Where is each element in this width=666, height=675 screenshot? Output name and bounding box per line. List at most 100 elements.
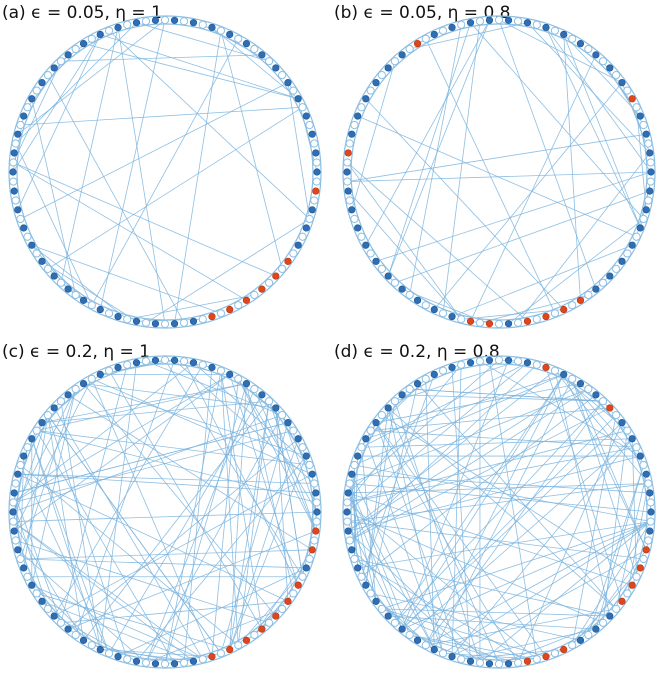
node: [20, 224, 28, 232]
node: [302, 224, 310, 232]
node: [405, 384, 414, 394]
edge: [381, 521, 651, 610]
node: [104, 309, 114, 318]
node: [312, 177, 321, 186]
node: [644, 536, 653, 545]
node: [354, 452, 362, 460]
edge: [31, 244, 222, 314]
node: [305, 554, 314, 564]
node: [642, 546, 650, 554]
edge: [387, 22, 471, 277]
edge: [36, 593, 230, 650]
node: [384, 404, 392, 412]
node: [584, 44, 593, 54]
node: [216, 366, 226, 375]
edge: [361, 374, 435, 577]
edge: [31, 438, 110, 654]
node: [9, 508, 17, 516]
node: [96, 645, 104, 654]
node: [618, 597, 626, 605]
node: [87, 301, 96, 310]
node: [298, 572, 307, 581]
edge: [394, 374, 565, 624]
node: [413, 636, 422, 644]
panel-label: (b) ϵ = 0.05, η = 0.8: [334, 3, 511, 23]
node: [344, 187, 352, 195]
edge: [31, 244, 128, 320]
node: [639, 120, 648, 130]
node: [11, 479, 20, 488]
node: [272, 272, 280, 280]
node: [308, 206, 316, 214]
node: [623, 426, 632, 435]
node: [348, 130, 356, 138]
node: [312, 517, 321, 526]
node: [612, 264, 621, 273]
edge: [365, 438, 444, 654]
node: [16, 554, 25, 564]
node: [141, 318, 151, 327]
node: [475, 658, 485, 667]
node: [242, 636, 251, 644]
node: [11, 196, 20, 205]
node: [636, 224, 644, 232]
node: [377, 604, 386, 613]
node: [457, 315, 466, 324]
node: [430, 370, 438, 379]
edge: [60, 364, 128, 623]
node: [550, 649, 560, 658]
node: [542, 652, 550, 661]
node: [606, 404, 614, 412]
node: [366, 426, 375, 435]
node: [294, 95, 302, 103]
node: [289, 589, 298, 598]
node: [350, 460, 359, 470]
node: [372, 79, 380, 87]
edge: [394, 190, 650, 284]
node: [448, 652, 456, 661]
node: [264, 397, 274, 406]
edge: [563, 374, 644, 466]
node: [28, 95, 36, 103]
node: [312, 489, 320, 497]
edge: [99, 362, 137, 650]
node: [50, 64, 58, 72]
edge: [20, 456, 25, 559]
node: [9, 158, 18, 167]
node: [448, 363, 456, 372]
node: [430, 305, 438, 314]
edge: [41, 600, 194, 662]
node: [151, 320, 160, 328]
node: [312, 498, 321, 507]
node: [298, 443, 307, 452]
node: [646, 527, 654, 535]
node: [632, 232, 641, 241]
node: [377, 264, 386, 273]
node: [542, 363, 550, 372]
node: [104, 649, 114, 658]
network: [8, 15, 322, 329]
node: [366, 249, 375, 258]
edges: [346, 19, 652, 325]
node: [618, 257, 626, 265]
node: [636, 564, 644, 572]
node: [494, 355, 504, 365]
edge: [545, 27, 652, 173]
node: [170, 660, 179, 668]
node: [646, 187, 654, 195]
node: [344, 489, 352, 497]
edge: [20, 464, 239, 646]
edge: [31, 98, 77, 296]
node: [284, 79, 292, 87]
node: [170, 356, 179, 364]
node: [123, 20, 132, 29]
edge: [370, 593, 581, 641]
edge: [409, 438, 633, 636]
node: [644, 479, 653, 488]
edge: [631, 438, 637, 577]
node: [642, 470, 650, 478]
node: [104, 26, 114, 35]
node: [284, 597, 292, 605]
edges: [12, 359, 318, 665]
edge: [253, 388, 317, 532]
